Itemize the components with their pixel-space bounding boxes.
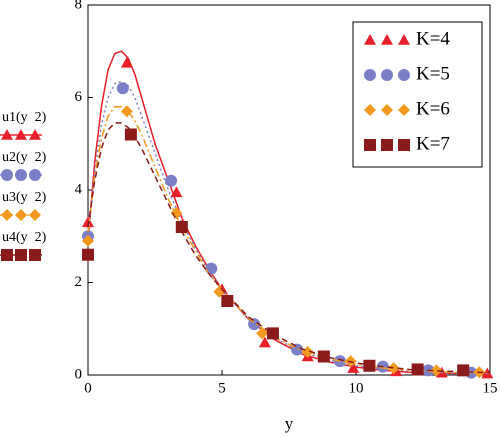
- marker: [364, 139, 376, 151]
- marker: [116, 82, 129, 95]
- marker: [165, 174, 178, 187]
- marker: [381, 34, 393, 45]
- marker: [29, 209, 41, 221]
- marker: [258, 336, 271, 348]
- marker: [221, 295, 234, 307]
- marker: [120, 56, 133, 68]
- expression-label: u4(y 2): [2, 230, 47, 245]
- marker: [124, 128, 137, 141]
- x-tick-label: 0: [84, 380, 92, 396]
- marker: [398, 104, 410, 116]
- marker: [364, 104, 376, 116]
- marker: [398, 139, 410, 151]
- marker: [15, 209, 27, 221]
- marker: [15, 169, 27, 181]
- marker: [363, 359, 376, 372]
- marker: [82, 248, 94, 261]
- marker: [170, 186, 183, 198]
- expression-label: u3(y 2): [2, 190, 47, 205]
- x-tick-label: 5: [218, 380, 226, 396]
- expression-label: u1(y 2): [2, 110, 47, 125]
- marker: [381, 69, 393, 81]
- marker: [347, 362, 360, 373]
- marker: [364, 69, 376, 81]
- marker: [1, 129, 13, 140]
- marker: [398, 34, 410, 45]
- marker: [1, 209, 13, 221]
- marker: [381, 139, 393, 151]
- x-tick-label: 15: [483, 380, 498, 396]
- marker: [266, 327, 279, 340]
- marker: [205, 262, 218, 275]
- marker: [29, 249, 41, 261]
- marker: [29, 129, 41, 140]
- expression-label: u2(y 2): [2, 150, 47, 165]
- marker: [291, 343, 304, 356]
- marker: [411, 363, 424, 376]
- marker: [301, 345, 314, 358]
- marker: [29, 169, 41, 181]
- y-tick-label: 2: [75, 274, 83, 290]
- legend-label: K=6: [416, 98, 450, 119]
- y-tick-label: 0: [75, 366, 83, 382]
- marker: [120, 105, 133, 118]
- series-line: [87, 106, 491, 374]
- marker: [398, 69, 410, 81]
- x-axis-label: y: [285, 414, 294, 433]
- marker: [1, 169, 13, 181]
- marker: [387, 362, 400, 375]
- marker: [317, 350, 330, 363]
- marker: [457, 364, 470, 377]
- y-tick-label: 4: [75, 181, 83, 197]
- series-line: [87, 122, 491, 374]
- marker: [381, 104, 393, 116]
- marker: [430, 364, 443, 377]
- legend-label: K=4: [416, 28, 450, 49]
- x-tick-label: 10: [349, 380, 364, 396]
- marker: [364, 34, 376, 45]
- legend-label: K=7: [416, 133, 450, 154]
- y-tick-label: 6: [75, 89, 83, 105]
- marker: [82, 234, 94, 247]
- marker: [15, 129, 27, 140]
- legend-label: K=5: [416, 63, 450, 84]
- y-tick-label: 8: [75, 0, 83, 12]
- marker: [256, 327, 269, 340]
- marker: [15, 249, 27, 261]
- marker: [170, 207, 183, 220]
- marker: [1, 249, 13, 261]
- marker: [175, 221, 188, 233]
